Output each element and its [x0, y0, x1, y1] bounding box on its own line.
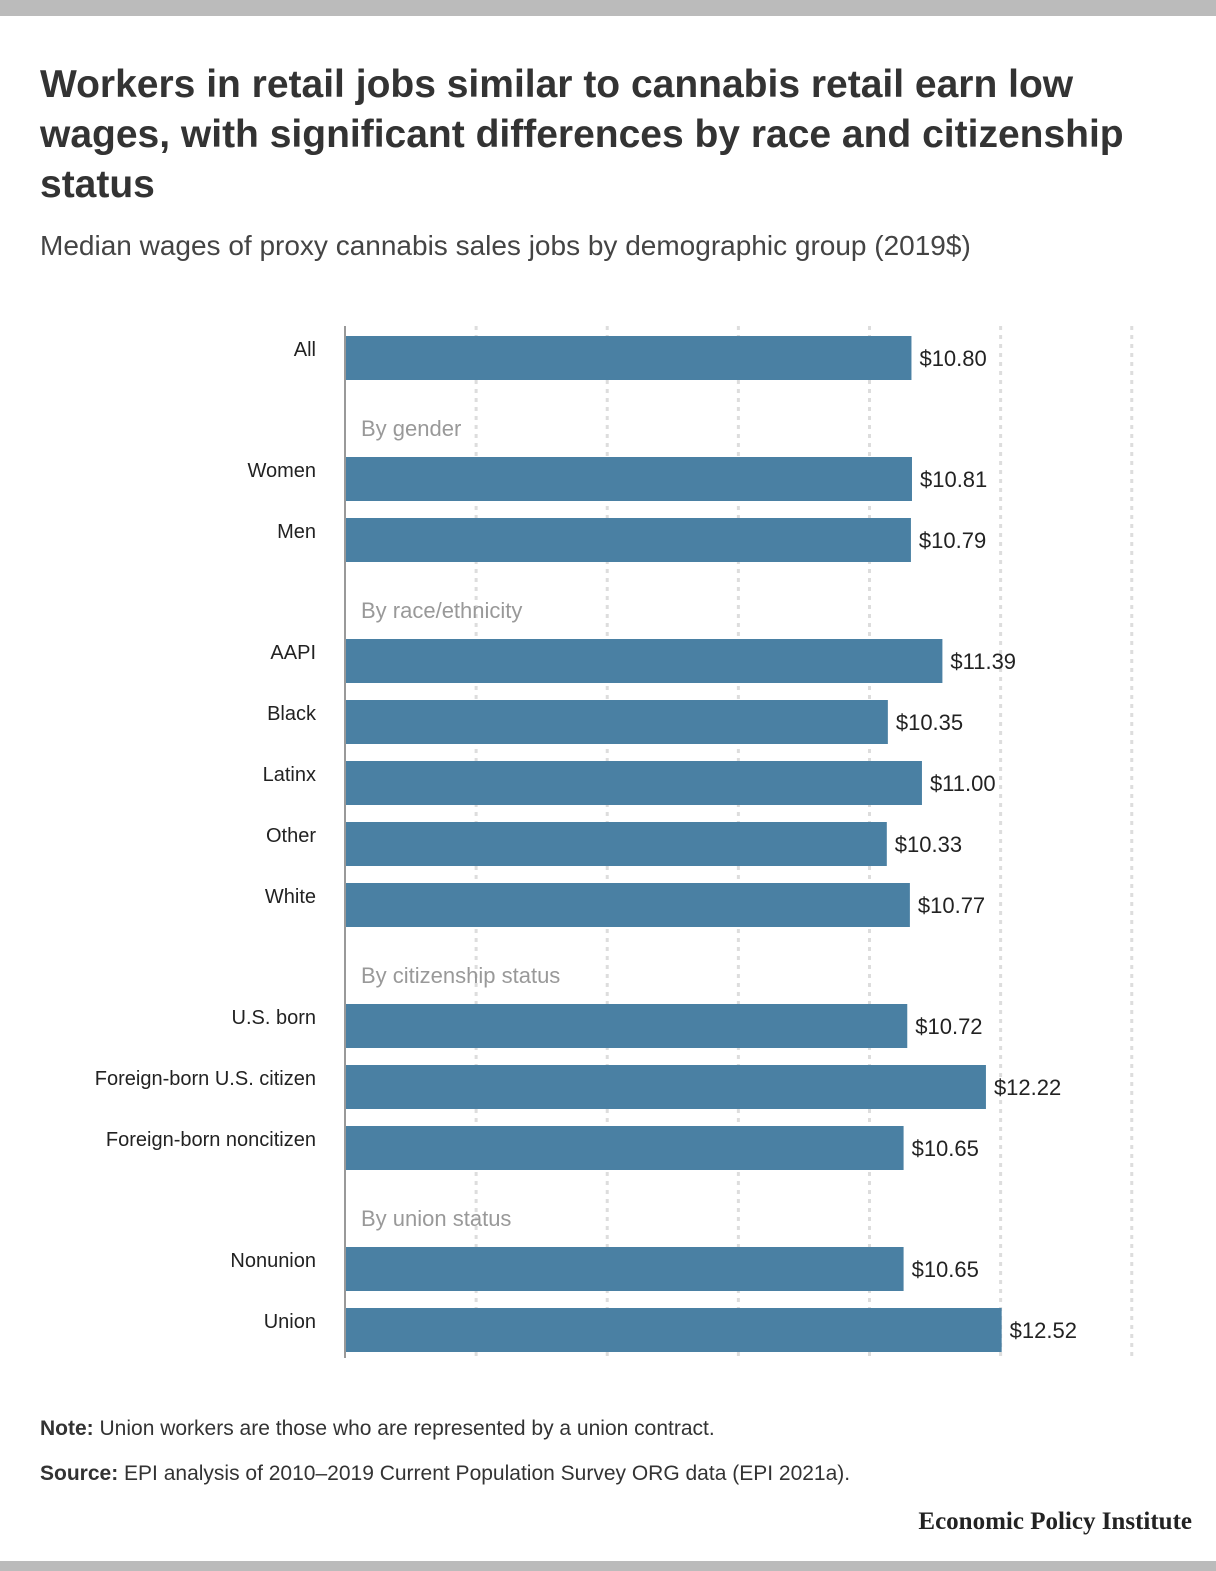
category-label: All [294, 339, 316, 361]
bar [345, 639, 943, 683]
category-label: Union [264, 1311, 316, 1333]
source-label: Source: [40, 1462, 119, 1485]
data-label: $10.79 [919, 528, 986, 553]
category-label: Foreign-born U.S. citizen [95, 1068, 316, 1090]
category-label: Foreign-born noncitizen [106, 1129, 316, 1151]
data-label: $12.22 [994, 1075, 1061, 1100]
category-label: Women [247, 460, 316, 482]
bar [345, 1004, 908, 1048]
group-label: By race/ethnicity [361, 598, 522, 623]
bar [345, 883, 910, 927]
bar [345, 1247, 904, 1291]
bar [345, 822, 887, 866]
brand-logo: Economic Policy Institute [918, 1508, 1192, 1535]
category-label: U.S. born [232, 1007, 316, 1029]
bar [345, 761, 922, 805]
data-label: $10.72 [915, 1014, 982, 1039]
data-label: $10.77 [918, 893, 985, 918]
chart-note: Note: Union workers are those who are re… [40, 1414, 715, 1444]
category-label: Black [267, 703, 317, 725]
data-label: $12.52 [1010, 1318, 1077, 1343]
data-label: $10.35 [896, 710, 963, 735]
bar [345, 518, 911, 562]
bar [345, 336, 912, 380]
bar [345, 1308, 1002, 1352]
group-label: By gender [361, 416, 461, 441]
bar [345, 700, 888, 744]
note-label: Note: [40, 1417, 94, 1440]
category-label: Other [266, 825, 316, 847]
category-label: AAPI [270, 642, 316, 664]
top-border [0, 0, 1216, 16]
category-label: Nonunion [230, 1250, 316, 1272]
note-text: Union workers are those who are represen… [93, 1417, 715, 1440]
category-label: White [265, 886, 316, 908]
group-label: By union status [361, 1206, 511, 1231]
category-label: Latinx [263, 764, 316, 786]
group-label: By citizenship status [361, 963, 560, 988]
source-text: EPI analysis of 2010–2019 Current Popula… [118, 1462, 851, 1485]
data-label: $10.65 [912, 1257, 979, 1282]
data-label: $10.33 [895, 832, 962, 857]
data-label: $11.39 [950, 649, 1016, 674]
data-label: $11.00 [930, 771, 996, 796]
data-label: $10.65 [912, 1136, 979, 1161]
category-label: Men [277, 521, 316, 543]
bar [345, 1126, 904, 1170]
data-label: $10.81 [920, 467, 987, 492]
bar-chart: All $10.80 By gender Women $10.81 Men $10.79 By… [95, 326, 1134, 1358]
chart-source: Source: EPI analysis of 2010–2019 Curren… [40, 1459, 850, 1489]
chart-subtitle: Median wages of proxy cannabis sales job… [40, 230, 971, 261]
data-label: $10.80 [919, 346, 986, 371]
bar [345, 457, 912, 501]
bar [345, 1065, 986, 1109]
chart-title: Workers in retail jobs similar to cannab… [40, 63, 1124, 206]
bottom-border [0, 1561, 1216, 1571]
